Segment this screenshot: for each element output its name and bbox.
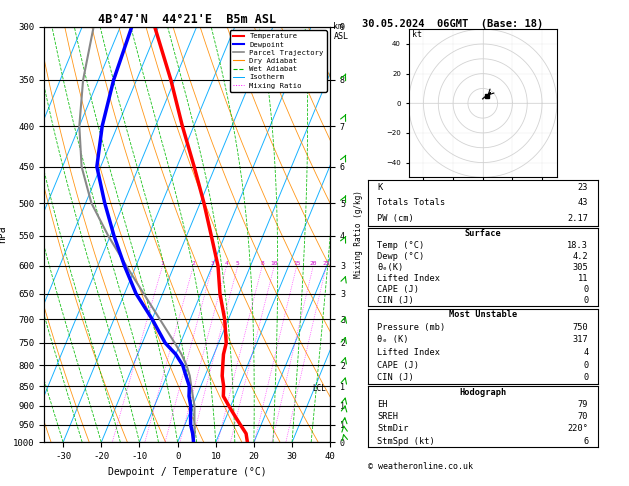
Text: 43: 43 [578, 198, 588, 208]
Text: Mixing Ratio (g/kg): Mixing Ratio (g/kg) [354, 191, 363, 278]
Text: 25: 25 [323, 261, 330, 266]
Text: 750: 750 [572, 323, 588, 332]
Text: 4: 4 [583, 348, 588, 357]
Text: StmDir: StmDir [377, 424, 409, 434]
Text: 6: 6 [583, 436, 588, 446]
Text: Surface: Surface [464, 229, 501, 239]
Text: Hodograph: Hodograph [459, 388, 506, 397]
Text: 30.05.2024  06GMT  (Base: 18): 30.05.2024 06GMT (Base: 18) [362, 19, 543, 30]
Text: EH: EH [377, 400, 387, 409]
Text: Temp (°C): Temp (°C) [377, 241, 425, 250]
Text: km
ASL: km ASL [333, 22, 348, 41]
Text: 0: 0 [583, 361, 588, 370]
Text: 0: 0 [583, 296, 588, 305]
Text: 5: 5 [236, 261, 240, 266]
Text: Most Unstable: Most Unstable [448, 311, 517, 319]
Text: CAPE (J): CAPE (J) [377, 361, 419, 370]
Text: SREH: SREH [377, 412, 398, 421]
Text: 305: 305 [572, 263, 588, 272]
Text: LCL: LCL [313, 383, 326, 393]
Text: 79: 79 [578, 400, 588, 409]
Text: © weatheronline.co.uk: © weatheronline.co.uk [368, 462, 473, 471]
Text: kt: kt [411, 30, 421, 38]
Text: 70: 70 [578, 412, 588, 421]
Text: Dewp (°C): Dewp (°C) [377, 252, 425, 260]
Text: StmSpd (kt): StmSpd (kt) [377, 436, 435, 446]
Text: θₑ (K): θₑ (K) [377, 335, 409, 345]
Text: 20: 20 [309, 261, 317, 266]
Text: CIN (J): CIN (J) [377, 296, 414, 305]
Text: Pressure (mb): Pressure (mb) [377, 323, 445, 332]
Text: 23: 23 [578, 183, 588, 192]
Text: 220°: 220° [567, 424, 588, 434]
Text: 3: 3 [211, 261, 214, 266]
Text: 18.3: 18.3 [567, 241, 588, 250]
Text: 317: 317 [572, 335, 588, 345]
Text: θₑ(K): θₑ(K) [377, 263, 403, 272]
Text: 2.17: 2.17 [567, 214, 588, 223]
Text: 10: 10 [270, 261, 278, 266]
Legend: Temperature, Dewpoint, Parcel Trajectory, Dry Adiabat, Wet Adiabat, Isotherm, Mi: Temperature, Dewpoint, Parcel Trajectory… [230, 30, 326, 91]
Text: PW (cm): PW (cm) [377, 214, 414, 223]
Text: Totals Totals: Totals Totals [377, 198, 445, 208]
Text: 4.2: 4.2 [572, 252, 588, 260]
Text: 15: 15 [293, 261, 301, 266]
Text: 8: 8 [260, 261, 264, 266]
Text: Lifted Index: Lifted Index [377, 274, 440, 283]
Text: CAPE (J): CAPE (J) [377, 285, 419, 294]
Text: Lifted Index: Lifted Index [377, 348, 440, 357]
Title: 4B°47'N  44°21'E  B5m ASL: 4B°47'N 44°21'E B5m ASL [98, 13, 276, 26]
Text: K: K [377, 183, 382, 192]
Text: 4: 4 [225, 261, 228, 266]
Text: 11: 11 [578, 274, 588, 283]
X-axis label: Dewpoint / Temperature (°C): Dewpoint / Temperature (°C) [108, 467, 267, 477]
Text: CIN (J): CIN (J) [377, 373, 414, 382]
Y-axis label: hPa: hPa [0, 226, 8, 243]
Text: 0: 0 [583, 285, 588, 294]
Text: 0: 0 [583, 373, 588, 382]
Text: 1: 1 [160, 261, 164, 266]
Text: 2: 2 [191, 261, 195, 266]
